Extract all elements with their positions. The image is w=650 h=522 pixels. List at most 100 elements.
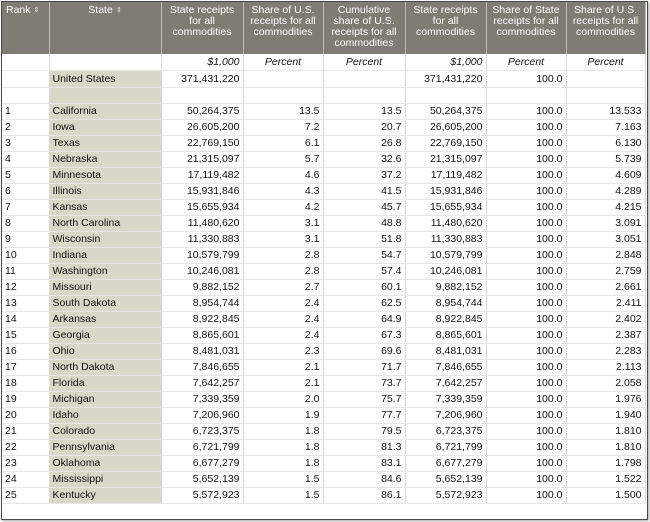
value-cell: 10,246,081 bbox=[405, 263, 487, 280]
value-cell: 7,206,960 bbox=[161, 407, 244, 424]
value-cell: 71.7 bbox=[323, 359, 406, 376]
value-cell bbox=[566, 70, 646, 88]
rank-cell: 12 bbox=[2, 279, 50, 296]
value-cell: 5,652,139 bbox=[405, 471, 487, 488]
value-cell: 2.7 bbox=[243, 279, 324, 296]
rank-cell: 14 bbox=[2, 311, 50, 328]
value-cell: 48.8 bbox=[323, 215, 406, 232]
value-cell: 5,652,139 bbox=[161, 471, 244, 488]
value-cell: 100.0 bbox=[486, 391, 567, 408]
value-cell: 3.051 bbox=[566, 231, 646, 248]
table-row: 13 South Dakota 8,954,744 2.4 62.5 8,954,744 1… bbox=[2, 295, 646, 312]
state-cell: Nebraska bbox=[49, 151, 162, 168]
rank-cell: 23 bbox=[2, 455, 50, 472]
units-cell bbox=[2, 54, 50, 71]
value-cell: 100.0 bbox=[486, 471, 567, 488]
table-row: 18 Florida 7,642,257 2.1 73.7 7,642,257 100.0 2… bbox=[2, 375, 646, 392]
value-cell: 100.0 bbox=[486, 295, 567, 312]
value-cell: 41.5 bbox=[323, 183, 406, 200]
value-cell: 7,642,257 bbox=[405, 375, 487, 392]
value-cell: 100.0 bbox=[486, 359, 567, 376]
value-cell: 2.387 bbox=[566, 327, 646, 344]
value-cell: 50,264,375 bbox=[405, 103, 487, 120]
value-cell: 9,882,152 bbox=[161, 279, 244, 296]
column-header-rank[interactable]: Rank ⇕ bbox=[2, 2, 50, 54]
state-cell: Mississippi bbox=[49, 471, 162, 488]
state-cell: Oklahoma bbox=[49, 455, 162, 472]
value-cell: 50,264,375 bbox=[161, 103, 244, 120]
value-cell: 100.0 bbox=[486, 343, 567, 360]
table-row: 16 Ohio 8,481,031 2.3 69.6 8,481,031 100.0 2.28… bbox=[2, 343, 646, 360]
table-row: 17 North Dakota 7,846,655 2.1 71.7 7,846,655 1… bbox=[2, 359, 646, 376]
column-header-state-receipts: State receipts for all commodities bbox=[161, 2, 244, 54]
value-cell: 69.6 bbox=[323, 343, 406, 360]
value-cell: 1.810 bbox=[566, 423, 646, 440]
value-cell: 1.8 bbox=[243, 423, 324, 440]
column-header-state[interactable]: State ⇕ bbox=[49, 2, 162, 54]
table-row: 1 California 50,264,375 13.5 13.5 50,264,375 1… bbox=[2, 103, 646, 120]
state-cell: Minnesota bbox=[49, 167, 162, 184]
empty-cell bbox=[243, 87, 324, 104]
value-cell: 1.5 bbox=[243, 487, 324, 504]
units-row: $1,000 Percent Percent $1,000 Percent Pe… bbox=[2, 54, 646, 71]
header-row: Rank ⇕ State ⇕ State receipts for all comm… bbox=[2, 2, 646, 54]
empty-cell bbox=[2, 87, 50, 104]
value-cell: 1.810 bbox=[566, 439, 646, 456]
value-cell: 15,931,846 bbox=[161, 183, 244, 200]
table-row: 6 Illinois 15,931,846 4.3 41.5 15,931,846 100.… bbox=[2, 183, 646, 200]
column-header-us-share: Share of U.S. receipts for all commoditi… bbox=[243, 2, 324, 54]
value-cell: 100.0 bbox=[486, 487, 567, 504]
value-cell: 15,931,846 bbox=[405, 183, 487, 200]
column-header-label: Rank bbox=[6, 4, 31, 16]
value-cell: 7,846,655 bbox=[405, 359, 487, 376]
value-cell: 2.848 bbox=[566, 247, 646, 264]
table-row: 5 Minnesota 17,119,482 4.6 37.2 17,119,482 100… bbox=[2, 167, 646, 184]
state-cell: Florida bbox=[49, 375, 162, 392]
value-cell: 86.1 bbox=[323, 487, 406, 504]
value-cell: 37.2 bbox=[323, 167, 406, 184]
units-cell: Percent bbox=[323, 54, 406, 71]
value-cell: 4.3 bbox=[243, 183, 324, 200]
value-cell: 6.1 bbox=[243, 135, 324, 152]
value-cell: 64.9 bbox=[323, 311, 406, 328]
value-cell: 2.113 bbox=[566, 359, 646, 376]
sort-icon[interactable]: ⇕ bbox=[115, 7, 122, 14]
value-cell: 51.8 bbox=[323, 231, 406, 248]
value-cell: 2.1 bbox=[243, 375, 324, 392]
sort-icon[interactable]: ⇕ bbox=[33, 7, 40, 14]
value-cell: 54.7 bbox=[323, 247, 406, 264]
value-cell: 2.4 bbox=[243, 311, 324, 328]
value-cell: 1.500 bbox=[566, 487, 646, 504]
rank-cell: 1 bbox=[2, 103, 50, 120]
value-cell: 67.3 bbox=[323, 327, 406, 344]
value-cell: 2.3 bbox=[243, 343, 324, 360]
value-cell: 1.5 bbox=[243, 471, 324, 488]
value-cell: 7,642,257 bbox=[161, 375, 244, 392]
value-cell: 2.4 bbox=[243, 327, 324, 344]
value-cell: 3.1 bbox=[243, 215, 324, 232]
value-cell: 22,769,150 bbox=[161, 135, 244, 152]
value-cell bbox=[243, 70, 324, 88]
value-cell: 1.9 bbox=[243, 407, 324, 424]
value-cell: 100.0 bbox=[486, 199, 567, 216]
value-cell: 100.0 bbox=[486, 103, 567, 120]
value-cell: 45.7 bbox=[323, 199, 406, 216]
value-cell: 7,846,655 bbox=[161, 359, 244, 376]
value-cell: 5,572,923 bbox=[405, 487, 487, 504]
value-cell: 7,339,359 bbox=[405, 391, 487, 408]
value-cell: 2.8 bbox=[243, 247, 324, 264]
value-cell: 4.609 bbox=[566, 167, 646, 184]
state-cell: Colorado bbox=[49, 423, 162, 440]
state-cell: Ohio bbox=[49, 343, 162, 360]
empty-cell bbox=[566, 87, 646, 104]
value-cell: 79.5 bbox=[323, 423, 406, 440]
value-cell: 83.1 bbox=[323, 455, 406, 472]
value-cell: 11,480,620 bbox=[161, 215, 244, 232]
value-cell: 2.411 bbox=[566, 295, 646, 312]
empty-cell bbox=[49, 87, 162, 104]
value-cell: 7.163 bbox=[566, 119, 646, 136]
rank-cell: 18 bbox=[2, 375, 50, 392]
value-cell: 60.1 bbox=[323, 279, 406, 296]
state-cell: Georgia bbox=[49, 327, 162, 344]
value-cell: 17,119,482 bbox=[161, 167, 244, 184]
